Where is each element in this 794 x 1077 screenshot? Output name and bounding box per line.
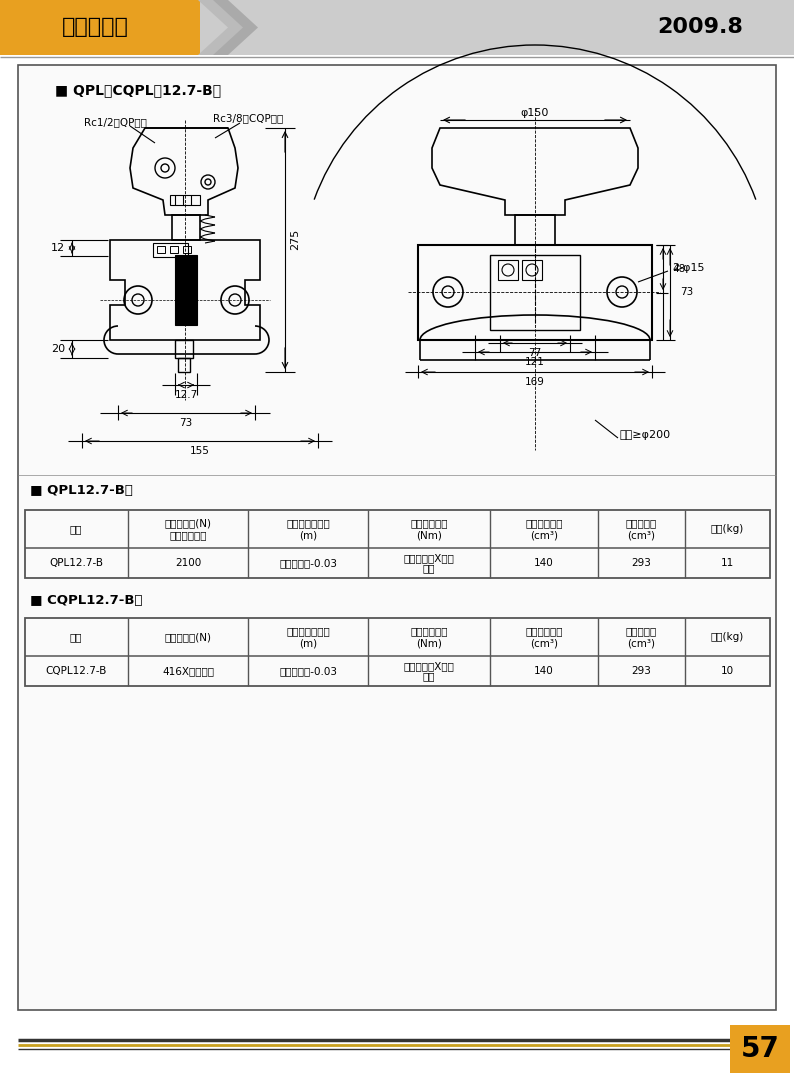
Text: 额定制动力X有效: 额定制动力X有效: [403, 661, 454, 671]
Text: 额定制动力矩: 额定制动力矩: [410, 626, 448, 637]
Text: 140: 140: [534, 558, 554, 568]
Bar: [515, 215, 555, 244]
Text: 2100: 2100: [175, 558, 201, 568]
Text: (cm³): (cm³): [627, 530, 655, 540]
Text: (Nm): (Nm): [416, 638, 442, 648]
Text: 总气体容量: 总气体容量: [626, 518, 657, 528]
Text: 12: 12: [51, 243, 65, 253]
Text: 121: 121: [525, 356, 545, 367]
Bar: [172, 215, 200, 240]
Text: 盘式制动器: 盘式制动器: [62, 17, 129, 37]
Bar: [183, 246, 191, 253]
Text: 169: 169: [525, 377, 545, 387]
Bar: [498, 260, 518, 280]
Bar: [153, 243, 188, 257]
Text: 工作气体容量: 工作气体容量: [526, 518, 563, 528]
Bar: [490, 255, 580, 330]
Text: ■ CQPL12.7-B型: ■ CQPL12.7-B型: [30, 593, 142, 606]
Bar: [25, 510, 770, 578]
Text: 155: 155: [190, 446, 210, 456]
Text: (cm³): (cm³): [530, 638, 558, 648]
Text: (cm³): (cm³): [530, 530, 558, 540]
Text: ■ QPL（CQPL）12.7-B型: ■ QPL（CQPL）12.7-B型: [55, 83, 221, 97]
Text: （八根弹簧）: （八根弹簧）: [169, 530, 206, 540]
Text: 额定制动力(N): 额定制动力(N): [164, 632, 211, 642]
Text: 工作气体容量: 工作气体容量: [526, 626, 563, 637]
Text: 57: 57: [741, 1035, 780, 1063]
Bar: [170, 195, 200, 205]
Text: QPL12.7-B: QPL12.7-B: [49, 558, 103, 568]
Text: 型号: 型号: [70, 524, 83, 534]
Text: ■ QPL12.7-B型: ■ QPL12.7-B型: [30, 484, 133, 496]
Text: 重量(kg): 重量(kg): [711, 632, 744, 642]
Text: 2-φ15: 2-φ15: [672, 263, 704, 272]
Polygon shape: [0, 0, 200, 55]
Bar: [170, 246, 178, 253]
Text: CQPL12.7-B: CQPL12.7-B: [45, 666, 106, 676]
Text: 48: 48: [672, 264, 685, 274]
Text: (m): (m): [299, 530, 317, 540]
Text: 77: 77: [528, 348, 542, 358]
Text: 半径: 半径: [422, 671, 435, 681]
Text: 制动盘有效半径: 制动盘有效半径: [286, 518, 330, 528]
Text: 型号: 型号: [70, 632, 83, 642]
Text: 半径: 半径: [422, 563, 435, 573]
Text: 11: 11: [720, 558, 734, 568]
Text: 140: 140: [534, 666, 554, 676]
Text: (m): (m): [299, 638, 317, 648]
Text: 293: 293: [631, 558, 651, 568]
Text: 额定制动力X有效: 额定制动力X有效: [403, 553, 454, 563]
Bar: [418, 244, 652, 340]
Text: 20: 20: [51, 344, 65, 354]
Text: (Nm): (Nm): [416, 530, 442, 540]
Bar: [25, 618, 770, 686]
Bar: [730, 1025, 790, 1073]
Text: 额定制动力矩: 额定制动力矩: [410, 518, 448, 528]
Text: φ150: φ150: [521, 108, 549, 118]
Polygon shape: [213, 0, 258, 55]
Text: 293: 293: [631, 666, 651, 676]
Polygon shape: [198, 0, 245, 55]
Text: 73: 73: [179, 418, 193, 428]
Bar: [18, 65, 776, 1010]
Text: 盘径≥φ200: 盘径≥φ200: [620, 430, 671, 440]
Bar: [522, 260, 542, 280]
Text: 275: 275: [290, 228, 300, 250]
Text: 制动盘半径-0.03: 制动盘半径-0.03: [279, 558, 337, 568]
Text: 总气体容量: 总气体容量: [626, 626, 657, 637]
Bar: [157, 246, 165, 253]
Bar: [0, 0, 794, 55]
Text: 12.7: 12.7: [175, 390, 198, 400]
Bar: [175, 255, 197, 325]
Text: Rc1/2（QP型）: Rc1/2（QP型）: [83, 117, 146, 127]
Text: 制动盘有效半径: 制动盘有效半径: [286, 626, 330, 637]
Text: (cm³): (cm³): [627, 638, 655, 648]
Text: 2009.8: 2009.8: [657, 17, 743, 37]
Text: Rc3/8（CQP型）: Rc3/8（CQP型）: [213, 113, 283, 123]
Text: 10: 10: [720, 666, 734, 676]
Text: 73: 73: [680, 286, 693, 297]
Text: 额定制动力(N): 额定制动力(N): [164, 518, 211, 528]
Text: 416X工作气压: 416X工作气压: [162, 666, 214, 676]
Text: 重量(kg): 重量(kg): [711, 524, 744, 534]
Bar: [178, 358, 190, 372]
Text: 制动盘半径-0.03: 制动盘半径-0.03: [279, 666, 337, 676]
Bar: [175, 340, 193, 358]
